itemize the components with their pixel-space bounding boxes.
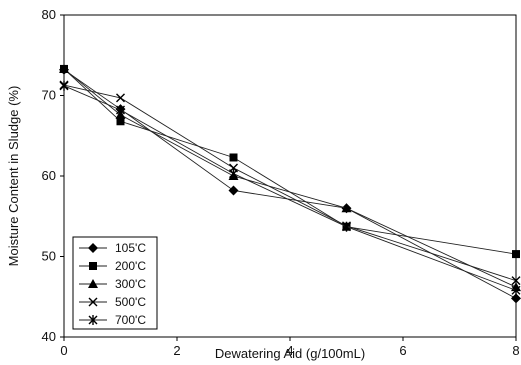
data-point-700C: [116, 104, 125, 115]
legend-item-500C: 500'C: [79, 295, 146, 309]
legend-marker: [88, 297, 98, 307]
legend-marker: [88, 315, 98, 325]
legend-item-105C: 105'C: [79, 241, 146, 255]
x-tick-label: 6: [399, 343, 406, 358]
legend: 105'C 200'C 300'C 500'C 700'C: [72, 236, 158, 330]
data-point-200C: [512, 250, 520, 259]
y-tick-label: 40: [42, 329, 56, 344]
y-tick-label: 60: [42, 168, 56, 183]
legend-label: 300'C: [115, 277, 146, 291]
legend-box: [72, 236, 158, 330]
x-tick-label: 8: [512, 343, 519, 358]
data-point-105C: [228, 185, 239, 196]
y-tick-label: 50: [42, 249, 56, 264]
data-point-300C: [341, 203, 352, 213]
legend-marker: [88, 279, 98, 288]
legend-item-300C: 300'C: [79, 277, 146, 291]
y-tick-label: 80: [42, 7, 56, 22]
legend-label: 105'C: [115, 241, 146, 255]
legend-marker: [89, 262, 97, 270]
y-axis-title: Moisture Content in Sludge (%): [6, 86, 21, 267]
data-point-700C: [342, 221, 351, 232]
legend-item-700C: 700'C: [79, 313, 146, 327]
legend-marker: [88, 243, 98, 253]
legend-item-200C: 200'C: [79, 259, 146, 273]
data-point-700C: [229, 168, 238, 179]
legend-label: 700'C: [115, 313, 146, 327]
data-point-500C: [511, 276, 521, 286]
x-axis-title: Dewatering Aid (g/100mL): [215, 346, 365, 361]
y-tick-label: 70: [42, 88, 56, 103]
legend-label: 500'C: [115, 295, 146, 309]
data-point-700C: [511, 285, 521, 296]
data-point-105C: [511, 293, 521, 304]
x-tick-label: 4: [286, 343, 293, 358]
series-200C: [60, 64, 520, 259]
legend-label: 200'C: [115, 259, 146, 273]
axes: 0 2 4 6 8 40 50 60 70 80: [42, 7, 520, 358]
data-point-700C: [59, 80, 69, 91]
data-point-300C: [59, 63, 69, 73]
series-700C: [59, 80, 521, 296]
data-marks: [59, 63, 521, 304]
x-tick-label: 0: [60, 343, 67, 358]
series-line-200C: [63, 68, 517, 255]
x-tick-label: 2: [173, 343, 180, 358]
data-point-200C: [116, 117, 125, 126]
data-point-500C: [116, 93, 125, 103]
data-point-200C: [229, 153, 238, 162]
